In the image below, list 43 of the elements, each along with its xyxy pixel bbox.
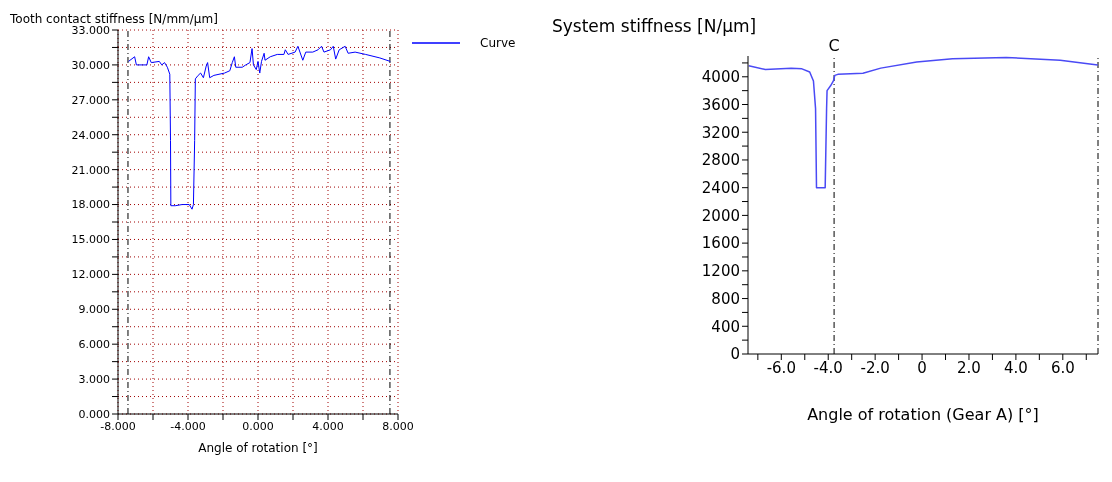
y-axis-title: System stiffness [N/µm]: [552, 16, 757, 36]
legend-label: Curve: [480, 36, 516, 50]
y-tick-label: 12.000: [71, 268, 110, 282]
y-tick-label: 30.000: [71, 58, 110, 72]
x-tick-label: 0.000: [242, 419, 274, 433]
y-tick-label: 2800: [701, 151, 740, 170]
y-tick-label: 400: [711, 317, 740, 336]
x-tick-label: 2.0: [957, 358, 981, 377]
y-tick-label: 3600: [701, 95, 740, 114]
y-tick-label: 2400: [701, 179, 740, 197]
x-tick-label: -4.0: [813, 358, 843, 377]
y-tick-label: 3.000: [78, 373, 110, 386]
y-tick-label: 18.000: [71, 198, 110, 212]
y-tick-label: 15.000: [71, 233, 110, 247]
x-tick-label: 4.000: [312, 419, 344, 433]
y-tick-label: 800: [711, 289, 740, 308]
y-tick-label: 4000: [701, 68, 740, 87]
y-axis-title: Tooth contact stiffness [N/mm/µm]: [10, 12, 218, 26]
y-tick-label: 21.000: [71, 163, 110, 177]
x-tick-label: 6.0: [1050, 358, 1075, 377]
y-tick-label: 9.000: [78, 303, 110, 317]
line-series: [748, 56, 1098, 189]
x-tick-label: -4.000: [170, 419, 206, 433]
x-axis-title: Angle of rotation (Gear A) [°]: [807, 405, 1039, 424]
x-tick-label: 0: [917, 358, 927, 377]
line-series: [128, 45, 391, 210]
y-tick-label: 27.000: [71, 93, 110, 107]
x-tick-label: -8.000: [100, 419, 136, 433]
x-axis-title: Angle of rotation [°]: [198, 441, 318, 455]
x-tick-label: 8.000: [382, 419, 414, 433]
y-tick-label: 1200: [701, 262, 740, 281]
x-tick-label: 4.0: [1003, 358, 1028, 377]
y-tick-label: 6.000: [78, 338, 110, 352]
x-tick-label: -2.0: [860, 358, 890, 377]
y-tick-label: 0: [730, 345, 740, 364]
y-tick-label: 1600: [701, 234, 740, 253]
y-tick-label: 24.000: [71, 128, 110, 142]
y-tick-label: 33.000: [71, 23, 110, 37]
ref-line-label: C: [828, 36, 840, 55]
y-tick-label: 2000: [701, 206, 740, 225]
x-tick-label: -6.0: [766, 358, 796, 377]
y-tick-label: 0.000: [78, 407, 110, 421]
y-tick-label: 3200: [701, 123, 740, 142]
